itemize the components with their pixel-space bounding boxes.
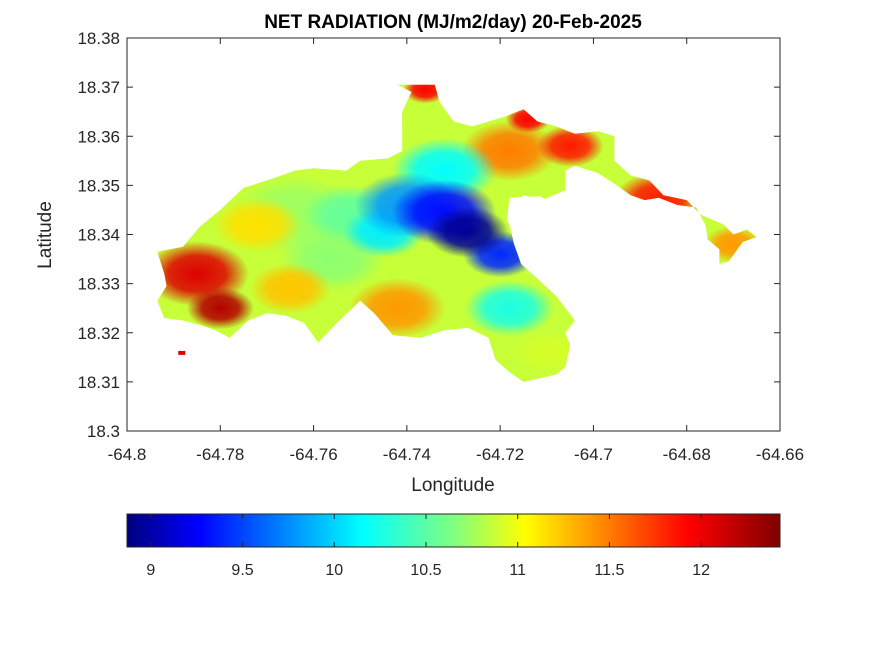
colorbar-tick-label: 10	[325, 562, 343, 579]
colorbar	[126, 513, 781, 548]
x-axis-label: Longitude	[411, 475, 494, 496]
colorbar-ticks: 9 9.5 10 10.5 11 11.5 12	[146, 514, 710, 579]
colorbar-tick-label: 9	[146, 562, 155, 579]
x-tick-label: -64.66	[756, 445, 804, 464]
y-tick-label: 18.35	[77, 176, 120, 195]
y-tick-label: 18.36	[77, 127, 120, 146]
value-blob	[403, 84, 448, 104]
value-blob	[426, 206, 509, 258]
x-tick-label: -64.72	[476, 445, 524, 464]
value-blob	[536, 125, 604, 168]
x-tick-label: -64.8	[108, 445, 147, 464]
colorbar-tick-label: 10.5	[410, 562, 441, 579]
x-tick-label: -64.78	[196, 445, 244, 464]
x-tick-label: -64.7	[574, 445, 613, 464]
y-tick-label: 18.37	[77, 78, 120, 97]
islet	[178, 350, 186, 355]
value-blob	[513, 331, 581, 374]
x-tick-label: -64.68	[663, 445, 711, 464]
chart-title: NET RADIATION (MJ/m2/day) 20-Feb-2025	[264, 12, 642, 33]
x-tick-label: -64.74	[383, 445, 431, 464]
no-data-cutout	[507, 196, 557, 250]
y-tick-label: 18.38	[77, 29, 120, 48]
value-blob	[464, 280, 555, 337]
x-tick-label: -64.76	[289, 445, 337, 464]
value-blob	[186, 287, 254, 330]
x-axis-ticks: -64.8 -64.78 -64.76 -64.74 -64.72 -64.7 -64.68…	[108, 38, 804, 464]
y-tick-label: 18.34	[77, 226, 120, 245]
y-tick-label: 18.33	[77, 275, 120, 294]
y-axis-ticks: 18.3 18.31 18.32 18.33 18.34 18.35 18.36 18.37 1…	[77, 29, 780, 441]
colorbar-tick-label: 11.5	[594, 562, 624, 579]
colorbar-tick-label: 11	[509, 562, 526, 579]
value-blob	[212, 196, 303, 253]
colorbar-tick-label: 9.5	[231, 562, 253, 579]
value-blob	[249, 262, 332, 315]
y-tick-label: 18.3	[87, 422, 120, 441]
y-axis-label: Latitude	[35, 201, 56, 269]
y-tick-label: 18.32	[77, 324, 120, 343]
y-tick-label: 18.31	[77, 373, 120, 392]
colorbar-tick-label: 12	[692, 562, 710, 579]
